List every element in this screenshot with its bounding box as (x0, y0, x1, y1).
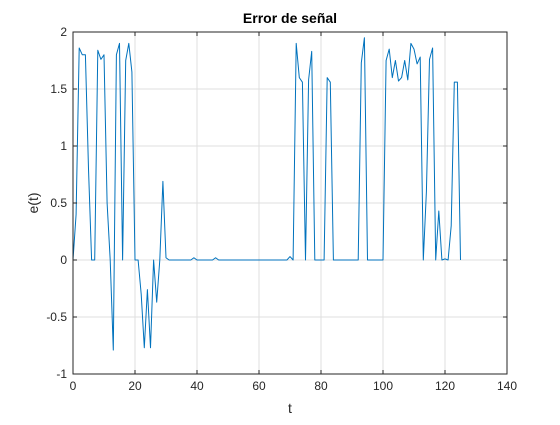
series-line-0 (72, 37, 461, 351)
y-tick-label: -0.5 (46, 310, 67, 324)
x-tick-label: 120 (435, 379, 455, 393)
x-tick-label: 140 (497, 379, 517, 393)
plot-area: 0 20 40 60 80 100 120 140 -1 -0.5 0 0.5 1 1.5 2 (46, 25, 517, 393)
x-axis-label: t (288, 400, 292, 416)
y-tick-label: 1.5 (50, 82, 67, 96)
y-tick-label: -1 (56, 367, 67, 381)
x-tick-label: 40 (190, 379, 204, 393)
chart-title: Error de señal (243, 10, 337, 26)
y-tick-label: 0.5 (50, 196, 67, 210)
y-tick-label: 1 (60, 139, 67, 153)
x-tick-label: 0 (70, 379, 77, 393)
y-axis-label: e(t) (25, 193, 41, 214)
x-tick-label: 100 (373, 379, 393, 393)
x-tick-label: 80 (314, 379, 328, 393)
x-tick-label: 60 (252, 379, 266, 393)
y-tick-label: 2 (60, 25, 67, 39)
x-tick-label: 20 (128, 379, 142, 393)
y-tick-label: 0 (60, 253, 67, 267)
